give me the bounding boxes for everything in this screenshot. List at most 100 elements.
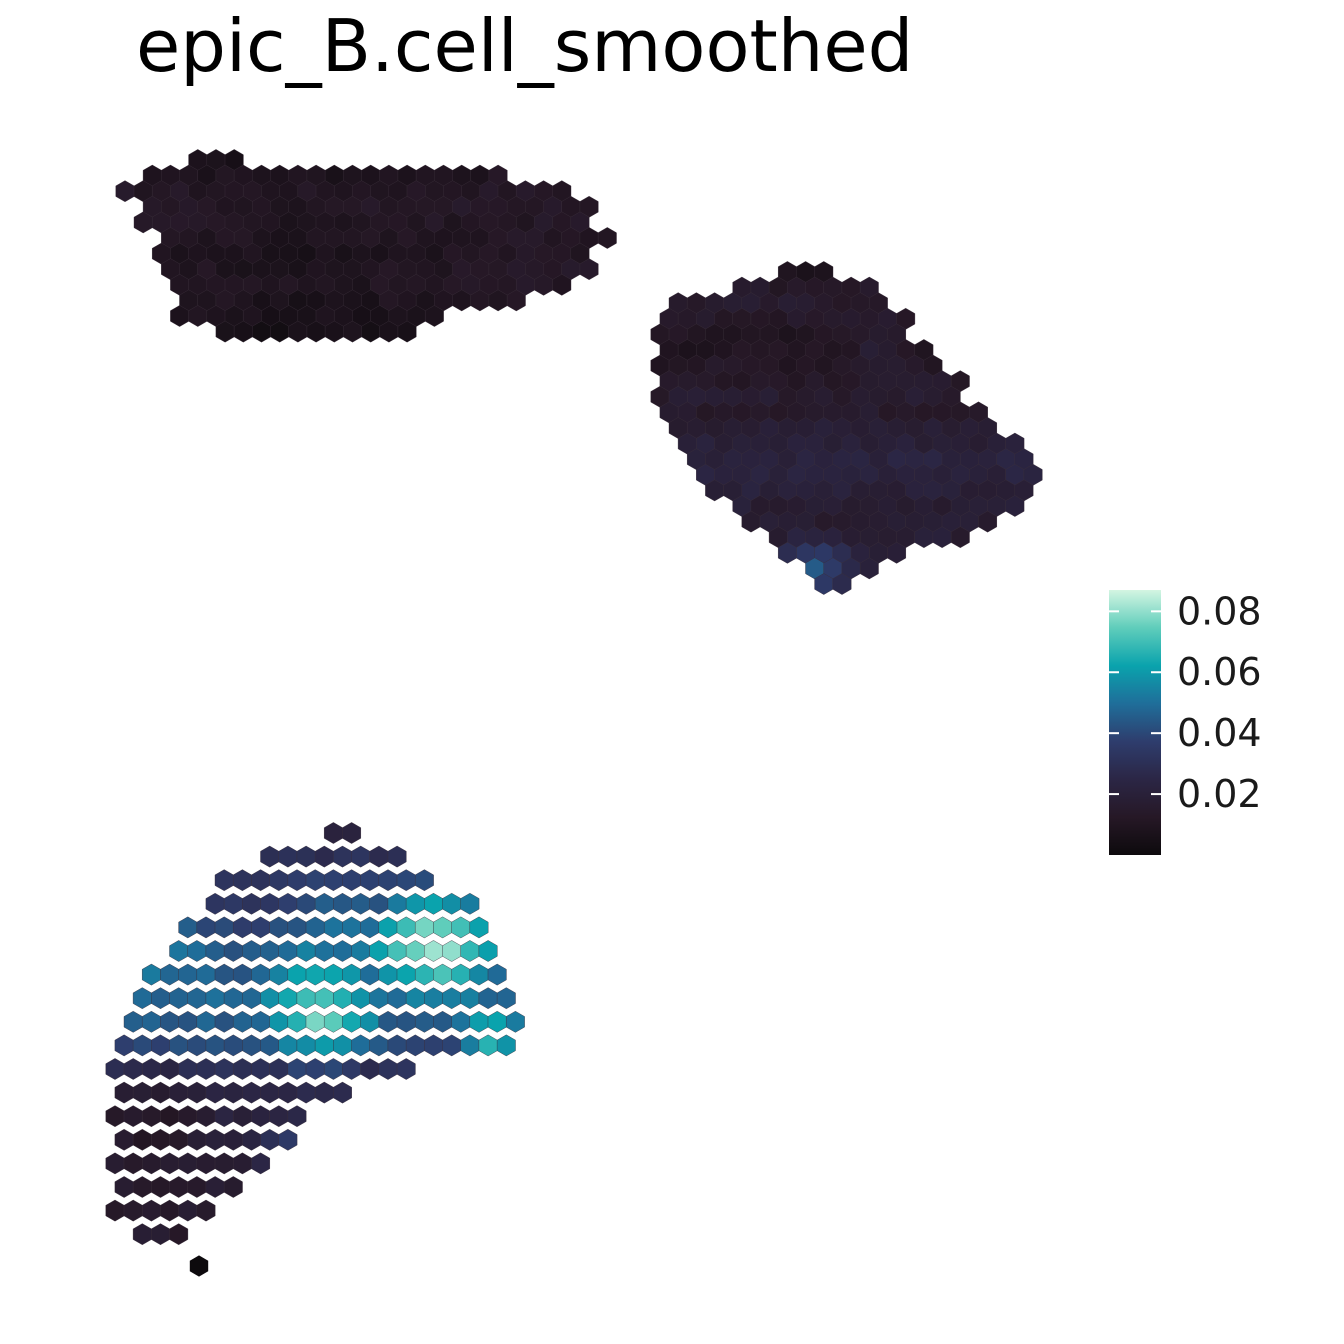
hex-spot xyxy=(251,963,270,986)
hex-spot xyxy=(360,869,380,892)
hex-spot xyxy=(214,963,234,986)
hex-spot xyxy=(360,1058,380,1080)
hex-spot xyxy=(205,892,225,915)
hex-spot xyxy=(396,916,416,939)
hex-spot xyxy=(160,1010,179,1033)
hex-spot xyxy=(324,822,343,844)
hex-spot xyxy=(387,892,407,915)
hex-spot xyxy=(305,869,325,892)
hex-spot xyxy=(324,1010,343,1033)
hex-spot xyxy=(369,1034,389,1057)
hex-spot xyxy=(342,1058,361,1080)
hex-spot xyxy=(451,916,471,939)
hex-spot xyxy=(506,289,526,312)
hex-spot xyxy=(460,987,480,1010)
hex-spot xyxy=(415,869,434,892)
hex-spot xyxy=(287,1010,307,1033)
hex-spot xyxy=(142,1152,161,1175)
hex-spot xyxy=(151,1223,170,1246)
hex-spot xyxy=(160,1152,179,1175)
hex-spot xyxy=(369,892,389,915)
hex-spot xyxy=(114,1176,134,1198)
hex-spot xyxy=(123,1199,143,1222)
hex-spot xyxy=(196,963,216,986)
hex-spot xyxy=(425,305,444,327)
hex-spot xyxy=(269,1058,289,1080)
hex-spot xyxy=(214,1105,234,1128)
hex-spot xyxy=(151,1081,170,1104)
hex-spot xyxy=(296,1034,316,1057)
hex-spot xyxy=(114,1034,134,1057)
hex-spot xyxy=(405,1034,425,1057)
hex-spot xyxy=(387,940,407,962)
hex-spot xyxy=(278,1128,298,1151)
hex-spot xyxy=(442,892,462,915)
hex-spot xyxy=(378,1058,398,1080)
hex-spot xyxy=(405,987,425,1010)
hex-spot xyxy=(378,916,398,939)
hex-spot xyxy=(296,1081,316,1104)
hex-spot xyxy=(142,1199,161,1222)
hex-spot xyxy=(369,845,389,868)
hex-spot xyxy=(296,845,316,868)
hex-spot xyxy=(178,1058,198,1080)
hex-spot xyxy=(397,320,417,343)
hex-spot xyxy=(169,940,189,962)
hex-spot xyxy=(114,1081,134,1104)
hex-spot xyxy=(351,1034,371,1057)
hex-spot xyxy=(950,526,970,549)
hex-spot xyxy=(169,1081,189,1104)
hex-spot xyxy=(324,869,343,892)
hex-spot xyxy=(360,963,380,986)
hex-spots xyxy=(105,149,1043,1277)
hex-spot xyxy=(832,573,852,595)
hex-spot xyxy=(433,1010,452,1033)
hex-spot xyxy=(314,1081,334,1104)
hex-spot xyxy=(169,987,189,1010)
hex-spot xyxy=(205,940,225,962)
hex-spot xyxy=(978,510,997,533)
hex-spot xyxy=(132,987,152,1010)
hex-spot xyxy=(859,557,879,580)
hex-spot xyxy=(442,987,462,1010)
hex-spot xyxy=(305,1010,325,1033)
hex-spot xyxy=(269,1105,289,1128)
hex-spot xyxy=(278,1034,298,1057)
hex-spot xyxy=(151,1034,170,1057)
hex-spot xyxy=(369,987,389,1010)
hex-spot xyxy=(342,916,361,939)
hex-spot xyxy=(278,892,298,915)
hex-spot xyxy=(187,1128,207,1151)
hex-spot xyxy=(369,940,389,962)
hex-spot xyxy=(233,1152,252,1175)
hex-spot xyxy=(242,1081,261,1104)
hex-spot xyxy=(506,1010,525,1033)
hex-spot xyxy=(132,1176,152,1198)
hex-spot xyxy=(151,1128,170,1151)
hex-spot xyxy=(287,869,307,892)
hex-spot xyxy=(142,1105,161,1128)
hex-spot xyxy=(324,916,343,939)
hex-spot xyxy=(387,845,407,868)
hex-spot xyxy=(196,1199,216,1222)
hex-spot xyxy=(287,1058,307,1080)
hex-spot xyxy=(260,892,280,915)
hex-spot xyxy=(460,940,480,962)
hex-spot xyxy=(305,1058,325,1080)
hex-spot xyxy=(233,963,252,986)
hex-spot xyxy=(233,1105,252,1128)
hex-spot xyxy=(223,1128,243,1151)
chart-title: epic_B.cell_smoothed xyxy=(136,4,914,88)
hex-spot xyxy=(496,987,516,1010)
hex-spot xyxy=(169,1223,189,1246)
hex-spot xyxy=(251,869,270,892)
hex-spot xyxy=(196,1152,216,1175)
right-section xyxy=(650,261,1043,595)
hex-spot xyxy=(478,940,498,962)
hex-spot xyxy=(478,1034,498,1057)
bottom-left-section xyxy=(105,822,525,1246)
hex-spot xyxy=(260,940,280,962)
hex-spot xyxy=(278,1081,298,1104)
hex-spot xyxy=(205,987,225,1010)
